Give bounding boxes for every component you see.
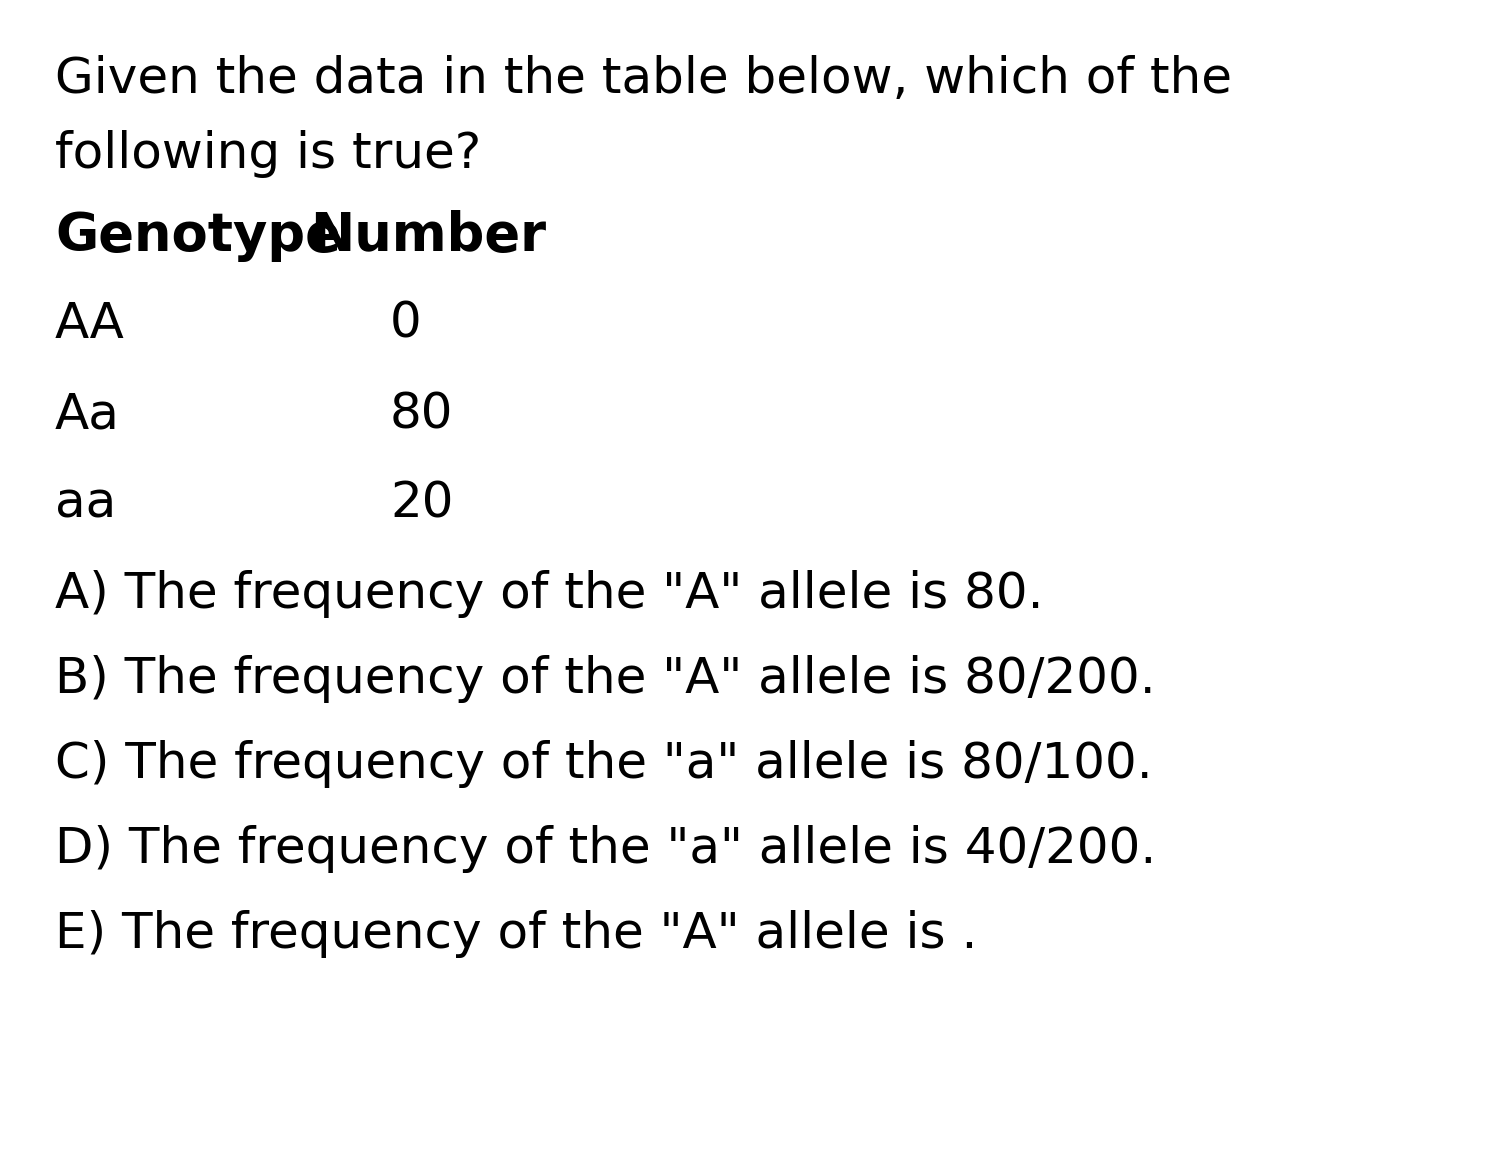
Text: Number: Number <box>310 210 546 262</box>
Text: Aa: Aa <box>56 390 120 438</box>
Text: A) The frequency of the "A" allele is 80.: A) The frequency of the "A" allele is 80… <box>56 570 1044 618</box>
Text: 20: 20 <box>390 480 453 528</box>
Text: E) The frequency of the "A" allele is .: E) The frequency of the "A" allele is . <box>56 909 978 958</box>
Text: 80: 80 <box>390 390 453 438</box>
Text: B) The frequency of the "A" allele is 80/200.: B) The frequency of the "A" allele is 80… <box>56 655 1155 703</box>
Text: aa: aa <box>56 480 117 528</box>
Text: Genotype: Genotype <box>56 210 340 262</box>
Text: D) The frequency of the "a" allele is 40/200.: D) The frequency of the "a" allele is 40… <box>56 825 1156 873</box>
Text: C) The frequency of the "a" allele is 80/100.: C) The frequency of the "a" allele is 80… <box>56 740 1152 788</box>
Text: AA: AA <box>56 300 125 348</box>
Text: following is true?: following is true? <box>56 130 482 177</box>
Text: 0: 0 <box>390 300 422 348</box>
Text: Given the data in the table below, which of the: Given the data in the table below, which… <box>56 55 1231 103</box>
